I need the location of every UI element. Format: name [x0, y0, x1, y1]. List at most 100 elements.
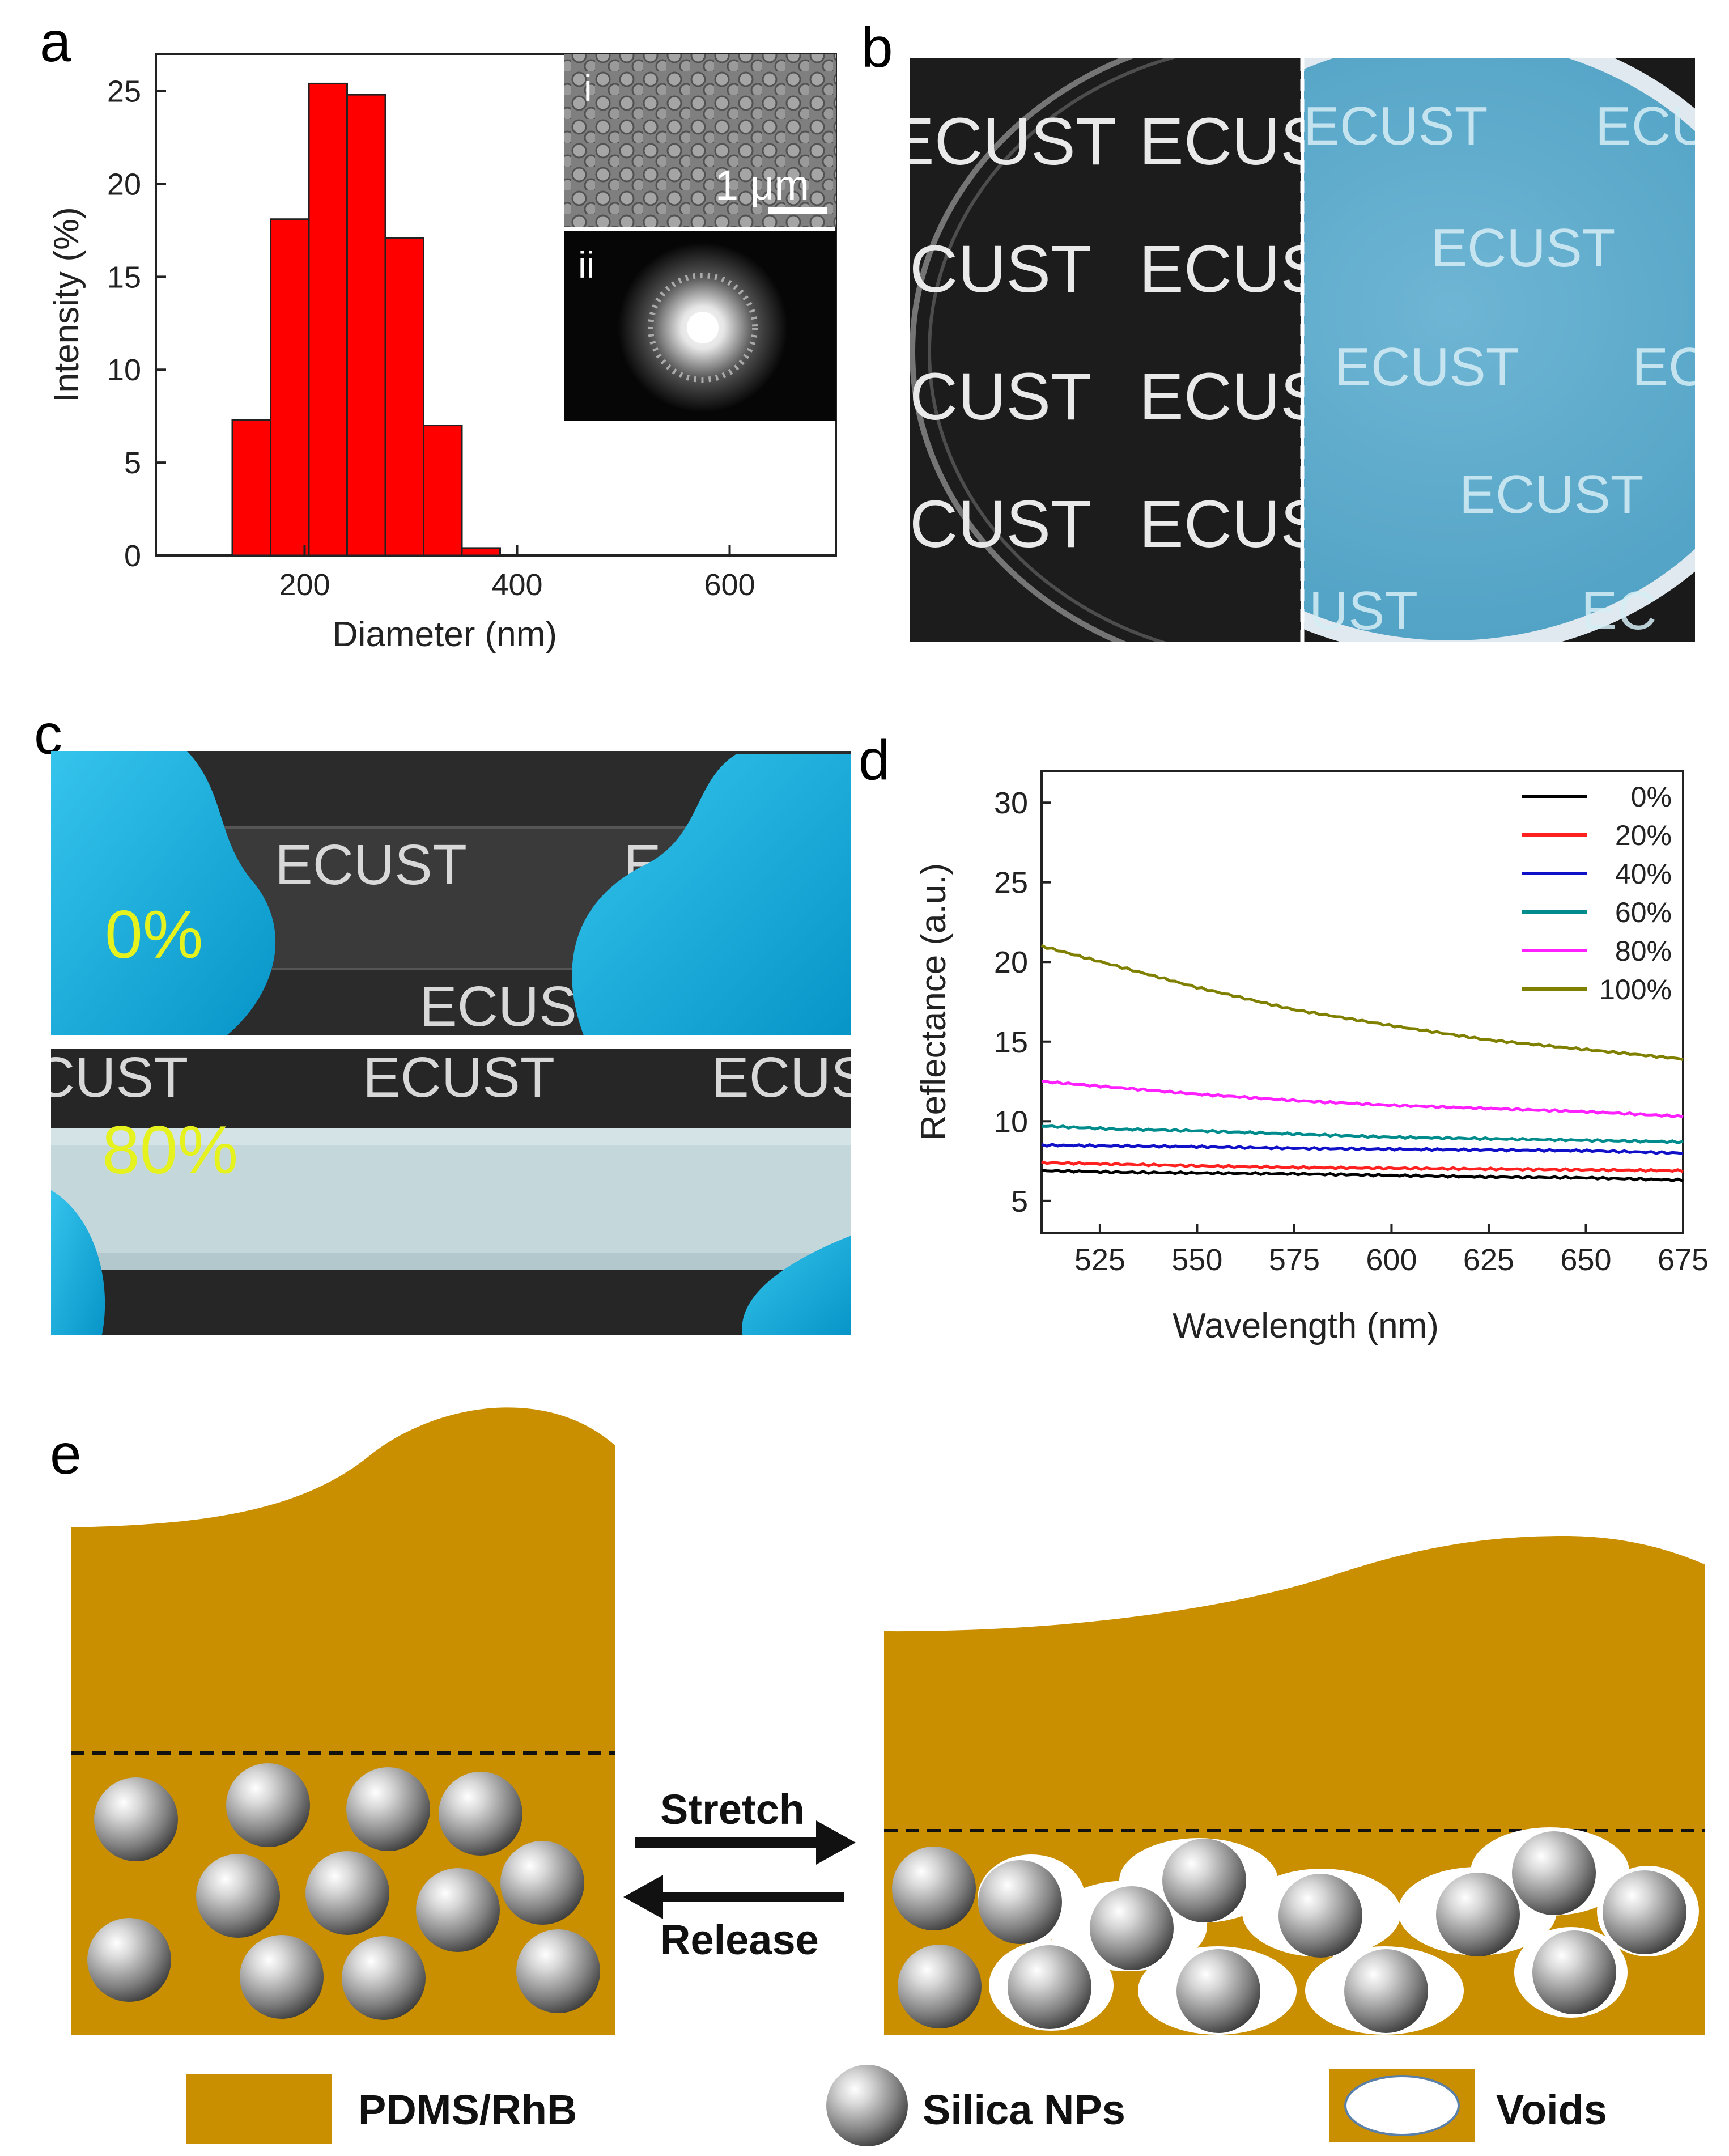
series-line — [1041, 1143, 1684, 1155]
panel-d: d 525 550 575 600 625 650 675 5 10 15 20 25 30 Wavele… — [859, 728, 1709, 1346]
reflectance-series — [1040, 944, 1684, 1183]
legend-label: 40% — [1615, 858, 1672, 890]
photo-text: ECUS — [1139, 359, 1325, 434]
legend-silica-swatch — [826, 2065, 908, 2146]
silica-sphere — [94, 1777, 178, 1861]
silica-sphere — [346, 1767, 430, 1851]
y-tick-label: 30 — [994, 786, 1028, 820]
silica-sphere — [516, 1929, 600, 2013]
panel-letter-a: a — [40, 10, 71, 74]
release-arrow — [623, 1875, 844, 1919]
y-tick-label: 25 — [994, 866, 1028, 900]
scale-bar — [768, 207, 827, 214]
x-tick-label: 600 — [1366, 1243, 1417, 1277]
y-tick-label: 10 — [994, 1105, 1028, 1139]
photo-text: CUST — [34, 1046, 188, 1109]
silica-sphere — [196, 1854, 280, 1938]
panel-letter-d: d — [859, 728, 890, 792]
inset-fft-image: ii — [564, 231, 836, 421]
x-axis-label: Diameter (nm) — [333, 615, 557, 654]
x-axis-label: Wavelength (nm) — [1173, 1306, 1439, 1346]
histogram-bar — [308, 82, 348, 557]
photo-text: ECUS — [711, 1046, 869, 1109]
silica-sphere — [1090, 1886, 1174, 1970]
photo-text: ECUS — [1139, 487, 1325, 562]
histogram-bars — [231, 82, 501, 557]
panel-letter-e: e — [50, 1423, 82, 1486]
y-tick-label: 20 — [994, 945, 1028, 979]
photo-text: UST — [1309, 580, 1418, 641]
histogram-bar — [423, 425, 463, 557]
silica-sphere — [342, 1936, 426, 2020]
schematic-legend: PDMS/RhB Silica NPs Voids — [186, 2065, 1607, 2146]
silica-sphere — [1344, 1949, 1428, 2033]
strain-label-top: 0% — [105, 897, 203, 973]
panel-b: b ECUST ECUS CUST ECUS CUST ECUS CUST EC… — [861, 16, 1710, 642]
photo-text: ECU — [1595, 96, 1710, 156]
y-axis-label: Reflectance (a.u.) — [914, 863, 953, 1140]
photo-text: ECUS — [1139, 232, 1325, 307]
x-tick-label: 650 — [1560, 1243, 1611, 1277]
panel-d-plot-frame — [1040, 770, 1684, 1234]
stretched-film — [51, 1128, 851, 1270]
silica-sphere — [305, 1851, 389, 1935]
silica-sphere — [1532, 1930, 1616, 2014]
photo-opaque-film: ECUST ECU ECUST ECUST EC ECUST UST EC — [1303, 58, 1710, 642]
panel-c: c ECUST EC ECUS 0% CUST ECUST ECUS 80% — [34, 703, 869, 1335]
y-tick-label: 25 — [107, 75, 141, 109]
photo-text: ECUS — [419, 975, 577, 1038]
histogram-bar — [346, 94, 386, 557]
y-tick-label: 5 — [1011, 1185, 1028, 1219]
series-line — [1041, 1160, 1684, 1173]
release-label: Release — [660, 1916, 819, 1963]
histogram-bar — [231, 419, 271, 557]
photo-unstretched: ECUST EC ECUS 0% — [51, 751, 851, 1038]
photo-text: ECUST — [275, 833, 467, 897]
photo-text: ECUST — [363, 1046, 555, 1109]
photo-stretched: CUST ECUST ECUS 80% — [34, 1046, 869, 1335]
inset-ii-label: ii — [578, 244, 594, 286]
silica-sphere — [226, 1763, 310, 1847]
legend-silica-label: Silica NPs — [923, 2086, 1125, 2133]
glove-left — [51, 751, 276, 1035]
series-line — [1040, 944, 1684, 1062]
silica-sphere — [1512, 1831, 1596, 1915]
panel-letter-b: b — [861, 16, 893, 79]
legend-label: 60% — [1615, 897, 1672, 928]
legend-label: 20% — [1615, 820, 1672, 851]
strain-label-bottom: 80% — [102, 1112, 238, 1188]
photo-text: ECUST — [1303, 96, 1488, 156]
silica-sphere — [500, 1841, 584, 1925]
series-line — [1041, 1080, 1684, 1119]
scale-bar-label: 1 μm — [715, 162, 809, 209]
y-tick-label: 0 — [124, 539, 141, 573]
y-tick-label: 15 — [107, 260, 141, 294]
silica-sphere — [978, 1860, 1062, 1944]
silica-sphere — [1162, 1839, 1246, 1922]
histogram-bar — [461, 547, 501, 557]
silica-sphere — [1436, 1873, 1520, 1956]
x-tick-label: 200 — [279, 568, 330, 602]
silica-sphere — [87, 1918, 171, 2002]
stretch-label: Stretch — [660, 1786, 805, 1833]
x-tick-label: 550 — [1171, 1243, 1222, 1277]
legend-label: 0% — [1631, 781, 1672, 813]
x-tick-label: 400 — [491, 568, 542, 602]
legend-label: 100% — [1599, 974, 1672, 1005]
photo-text: ECUST — [1459, 464, 1643, 525]
photo-text: ECUS — [1139, 104, 1325, 179]
panel-a: a 200 400 600 0 5 10 15 20 25 Diameter (nm) Intens… — [40, 10, 837, 654]
silica-sphere — [1603, 1870, 1686, 1954]
photo-text: CUST — [910, 232, 1091, 307]
y-tick-label: 15 — [994, 1025, 1028, 1059]
reflectance-axes: 525 550 575 600 625 650 675 5 10 15 20 25 30 Waveleng… — [914, 786, 1709, 1346]
photo-text: EC — [1581, 580, 1656, 641]
silica-sphere — [892, 1847, 976, 1930]
inset-i-label: i — [584, 67, 592, 109]
reflectance-legend: 0% 20% 40% 60% 80% 100% — [1522, 781, 1672, 1005]
silica-spheres-right — [892, 1831, 1686, 2033]
y-tick-label: 10 — [107, 353, 141, 387]
histogram-axes: 200 400 600 0 5 10 15 20 25 Diameter (nm) Intensit… — [47, 75, 755, 654]
x-tick-label: 600 — [704, 568, 755, 602]
